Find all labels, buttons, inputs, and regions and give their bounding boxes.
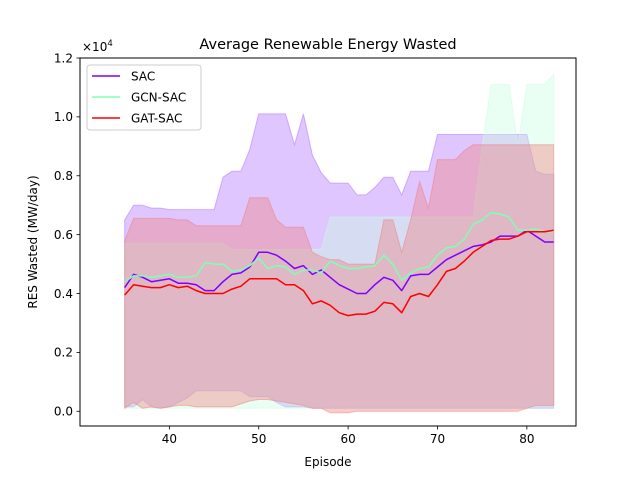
y-tick-label: 0.8 — [54, 169, 73, 183]
line-gcn-sac — [124, 211, 554, 283]
legend-box — [86, 64, 202, 131]
legend-label-gcn-sac: GCN-SAC — [131, 91, 186, 105]
band-gcn-sac — [124, 72, 555, 409]
x-axis: 40 50 60 70 80 — [162, 426, 534, 446]
x-tick-label: 60 — [340, 432, 355, 446]
series-lines — [124, 211, 554, 317]
x-tick-label: 50 — [251, 432, 266, 446]
y-tick-label: 0.0 — [54, 405, 73, 419]
x-tick-label: 40 — [162, 432, 177, 446]
x-tick-label: 70 — [430, 432, 445, 446]
y-axis-label: RES Wasted (MW/day) — [26, 175, 40, 308]
y-multiplier-label: ×104 — [82, 39, 113, 54]
y-tick-label: 0.4 — [54, 287, 73, 301]
y-axis: 0.0 0.2 0.4 0.6 0.8 1.0 1.2 — [54, 51, 80, 419]
band-gat-sac — [124, 144, 555, 414]
legend-label-sac: SAC — [131, 70, 155, 84]
confidence-bands — [124, 72, 555, 414]
legend: SAC GCN-SAC GAT-SAC — [86, 64, 202, 131]
y-tick-label: 1.0 — [54, 110, 73, 124]
y-tick-label: 0.6 — [54, 228, 73, 242]
legend-label-gat-sac: GAT-SAC — [131, 112, 182, 126]
chart-title: Average Renewable Energy Wasted — [199, 37, 456, 53]
line-sac — [124, 229, 554, 295]
y-tick-label: 0.2 — [54, 346, 73, 360]
line-gat-sac — [124, 229, 554, 317]
y-tick-label: 1.2 — [54, 51, 73, 65]
x-tick-label: 80 — [519, 432, 534, 446]
axes-frame — [79, 57, 577, 427]
x-axis-label: Episode — [304, 455, 351, 469]
plot-area — [124, 72, 555, 414]
